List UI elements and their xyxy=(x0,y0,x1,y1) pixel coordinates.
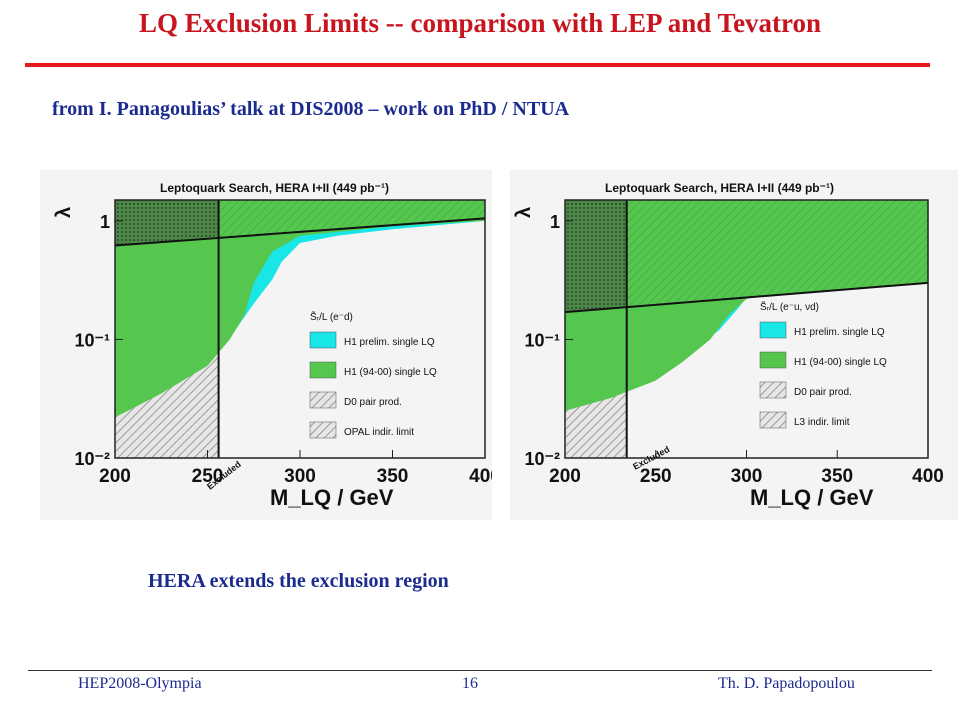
y-tick-label: 10⁻² xyxy=(74,449,110,469)
h1-9400-excluded-region xyxy=(115,200,485,418)
plot-title: Leptoquark Search, HERA I+II (449 pb⁻¹) xyxy=(160,181,389,195)
legend-swatch xyxy=(309,391,337,409)
legend-swatch xyxy=(759,381,787,399)
legend-entry: H1 (94-00) single LQ xyxy=(344,367,437,378)
y-tick-label: 10⁻¹ xyxy=(74,330,110,350)
x-tick-label: 400 xyxy=(912,466,944,487)
conclusion-text: HERA extends the exclusion region xyxy=(148,570,449,592)
legend-entry: H1 prelim. single LQ xyxy=(344,337,435,348)
footer-left: HEP2008-Olympia xyxy=(78,675,202,692)
x-tick-label: 350 xyxy=(821,466,853,487)
x-axis-label: M_LQ / GeV xyxy=(270,485,394,510)
indirect-limit-line xyxy=(564,281,929,314)
plot-title: Leptoquark Search, HERA I+II (449 pb⁻¹) xyxy=(605,181,834,195)
footer-page-number: 16 xyxy=(462,675,478,692)
slide-subtitle: from I. Panagoulias’ talk at DIS2008 – w… xyxy=(52,98,570,120)
right-plot-svg: Leptoquark Search, HERA I+II (449 pb⁻¹) … xyxy=(513,181,944,510)
y-tick-label: 10⁻¹ xyxy=(524,330,560,350)
legend-entry: D0 pair prod. xyxy=(344,397,402,408)
legend-swatch xyxy=(309,361,337,379)
y-axis-label: λ xyxy=(513,207,535,218)
left-plot-panel: Leptoquark Search, HERA I+II (449 pb⁻¹) … xyxy=(40,170,492,520)
x-tick-label: 250 xyxy=(192,466,224,487)
slide-title: LQ Exclusion Limits -- comparison with L… xyxy=(138,8,822,38)
legend-swatch xyxy=(759,351,787,369)
combined-excluded-region xyxy=(115,200,219,246)
left-plot-svg: Leptoquark Search, HERA I+II (449 pb⁻¹) … xyxy=(53,181,492,510)
x-tick-label: 250 xyxy=(640,466,672,487)
indirect-limit-line xyxy=(114,217,486,247)
x-axis-label: M_LQ / GeV xyxy=(750,485,874,510)
y-axis-label: λ xyxy=(53,207,75,218)
legend-entry: H1 prelim. single LQ xyxy=(794,327,885,338)
footer-right: Th. D. Papadopoulou xyxy=(718,675,855,692)
x-tick-label: 200 xyxy=(549,466,581,487)
legend-entry: L3 indir. limit xyxy=(794,417,850,428)
legend-title: S̃ᵣ/L (e⁻u, νd) xyxy=(760,300,819,313)
y-tick-label: 10⁻² xyxy=(524,449,560,469)
x-tick-label: 350 xyxy=(377,466,409,487)
legend-swatch xyxy=(309,331,337,349)
legend-swatch xyxy=(759,321,787,339)
x-tick-label: 200 xyxy=(99,466,131,487)
combined-excluded-region xyxy=(565,200,627,313)
legend-entry: H1 (94-00) single LQ xyxy=(794,357,887,368)
legend-entry: D0 pair prod. xyxy=(794,387,852,398)
x-tick-label: 300 xyxy=(284,466,316,487)
y-tick-label: 1 xyxy=(550,212,560,232)
title-underline xyxy=(25,63,930,67)
y-tick-label: 1 xyxy=(100,212,110,232)
indirect-limit-region xyxy=(565,200,928,313)
legend-swatch xyxy=(309,421,337,439)
legend-swatch xyxy=(759,411,787,429)
right-plot-panel: Leptoquark Search, HERA I+II (449 pb⁻¹) … xyxy=(510,170,958,520)
x-tick-label: 300 xyxy=(731,466,763,487)
legend-entry: OPAL indir. limit xyxy=(344,427,414,438)
footer-rule xyxy=(28,670,932,671)
legend-title: S̃ᵣ/L (e⁻d) xyxy=(310,310,353,323)
x-tick-label: 400 xyxy=(469,466,492,487)
